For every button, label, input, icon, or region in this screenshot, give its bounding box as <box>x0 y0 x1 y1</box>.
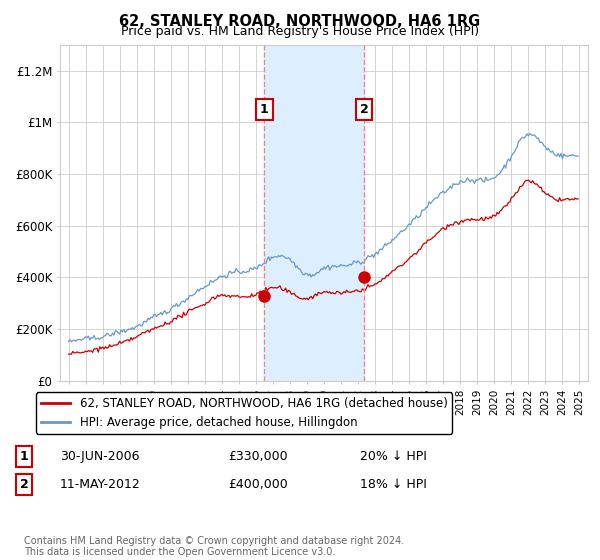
Bar <box>265 45 364 381</box>
Text: 62, STANLEY ROAD, NORTHWOOD, HA6 1RG: 62, STANLEY ROAD, NORTHWOOD, HA6 1RG <box>119 14 481 29</box>
Text: Price paid vs. HM Land Registry's House Price Index (HPI): Price paid vs. HM Land Registry's House … <box>121 25 479 38</box>
Text: 1: 1 <box>20 450 28 463</box>
Text: 11-MAY-2012: 11-MAY-2012 <box>60 478 141 491</box>
Text: 20% ↓ HPI: 20% ↓ HPI <box>360 450 427 463</box>
Text: 2: 2 <box>20 478 28 491</box>
Text: 18% ↓ HPI: 18% ↓ HPI <box>360 478 427 491</box>
Text: £400,000: £400,000 <box>228 478 288 491</box>
Text: £330,000: £330,000 <box>228 450 287 463</box>
Text: 1: 1 <box>260 103 269 116</box>
Legend: 62, STANLEY ROAD, NORTHWOOD, HA6 1RG (detached house), HPI: Average price, detac: 62, STANLEY ROAD, NORTHWOOD, HA6 1RG (de… <box>36 393 452 433</box>
Text: Contains HM Land Registry data © Crown copyright and database right 2024.
This d: Contains HM Land Registry data © Crown c… <box>24 535 404 557</box>
Text: 30-JUN-2006: 30-JUN-2006 <box>60 450 139 463</box>
Text: 2: 2 <box>360 103 368 116</box>
